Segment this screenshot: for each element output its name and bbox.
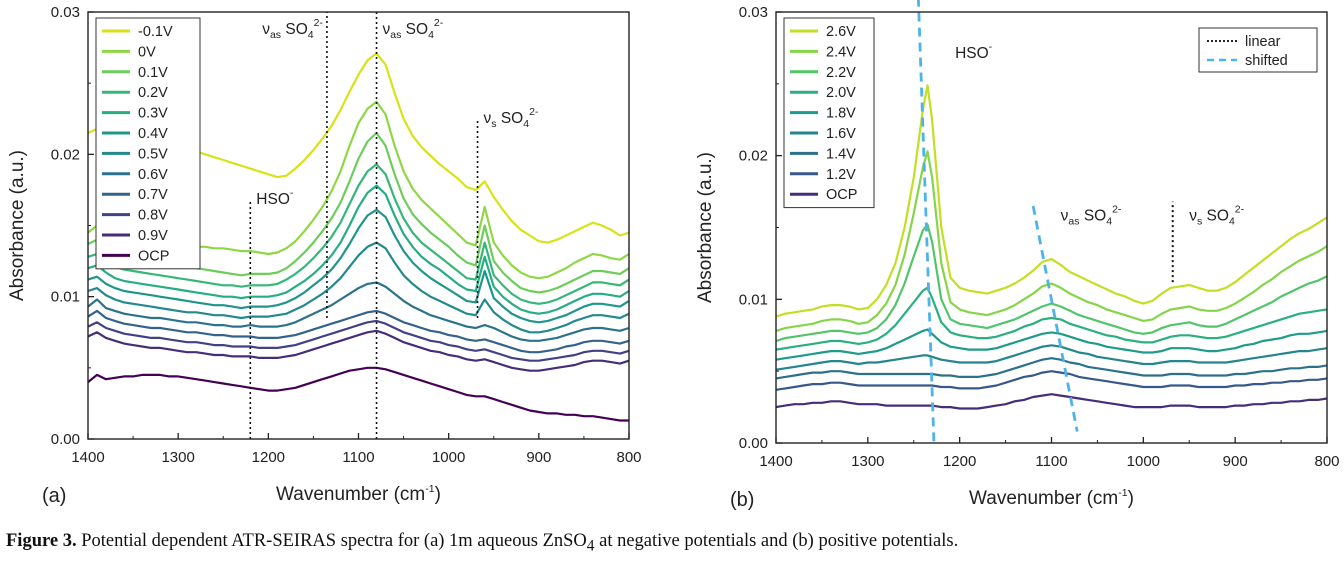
series-group (775, 84, 1328, 410)
series-line-2.4V (775, 150, 1328, 332)
y-axis-label: Absorbance (a.u.) (7, 150, 28, 301)
series-line-0.2V (87, 163, 630, 305)
caption-text-end: at negative potentials and (b) positive … (594, 531, 959, 551)
series-line-2.0V (775, 286, 1328, 351)
x-tick-label: 1100 (342, 449, 374, 466)
legend-label: 0.3V (138, 106, 168, 122)
x-tick-label: 900 (1223, 453, 1248, 470)
series-line-0.8V (87, 319, 630, 362)
shifted-line-0 (917, 0, 936, 444)
legend-label: 1.4V (826, 146, 856, 162)
legend-label: 0V (138, 44, 156, 60)
x-tick-label: 1200 (252, 449, 285, 466)
line-style-label: linear (1245, 34, 1281, 50)
line-style-label: shifted (1245, 53, 1288, 69)
caption-text: Potential dependent ATR-SEIRAS spectra f… (81, 531, 587, 551)
series-line-OCP (87, 366, 629, 422)
series-line-1.6V (775, 344, 1328, 371)
series-line-0.5V (87, 241, 630, 334)
panel-a-chart: 1400 1300 1200 1100 1000 900 800 0.00 0.01 0.02 0.… (7, 4, 642, 507)
peak-annotation-1: νas SO42- (1061, 203, 1122, 227)
legend-label: OCP (138, 248, 169, 264)
peak-annotation-2: νs SO42- (1189, 203, 1244, 227)
legend-box (95, 17, 201, 270)
series-line-2.6V (775, 84, 1328, 318)
line-style-legend-box (1198, 27, 1318, 73)
legend-label: 0.8V (138, 208, 168, 224)
y-tick-label: 0.01 (51, 289, 80, 306)
peak-annotation-0: HSO- (256, 187, 294, 208)
y-axis-label: Absorbance (a.u.) (695, 152, 716, 303)
x-tick-label: 1000 (432, 449, 465, 466)
series-line-OCP (775, 393, 1328, 410)
legend-label: 2.2V (826, 65, 856, 81)
y-tick-label: 0.02 (51, 146, 80, 163)
y-tick-label: 0.01 (739, 291, 768, 308)
legend-label: 1.2V (826, 167, 856, 183)
x-tick-label: 1300 (161, 449, 194, 466)
legend-label: 0.1V (138, 65, 168, 81)
x-axis-label: Wavenumber (cm-1) (276, 483, 441, 505)
legend-label: 0.2V (138, 85, 168, 101)
y-tick-label: 0.02 (739, 148, 768, 165)
y-tick-label: 0.03 (51, 4, 80, 21)
caption-label: Figure 3. (6, 531, 77, 551)
x-axis-label: Wavenumber (cm-1) (969, 487, 1134, 509)
series-line-0.4V (87, 208, 630, 324)
x-tick-label: 1300 (851, 453, 884, 470)
panel-b-chart: 1400 1300 1200 1100 1000 900 800 0.00 0.01 0.02 0.… (695, 0, 1340, 511)
series-line-0.3V (87, 184, 630, 315)
y-tick-label: 0.00 (51, 431, 80, 448)
x-tick-label: 1200 (943, 453, 976, 470)
legend-label: 2.0V (826, 85, 856, 101)
legend-label: 0.9V (138, 228, 168, 244)
shifted-line-1 (1031, 205, 1079, 432)
y-tick-label: 0.03 (739, 4, 768, 21)
x-tick-label: 900 (526, 449, 551, 466)
x-tick-label: 1100 (1035, 453, 1067, 470)
x-tick-label: 1400 (71, 449, 104, 466)
series-line-0.6V (87, 281, 630, 342)
series-line-1.2V (775, 370, 1328, 391)
peak-annotation-0: HSO- (955, 41, 993, 62)
series-line-1.8V (775, 328, 1328, 361)
legend-label: 0.6V (138, 167, 168, 183)
legend-label: OCP (826, 187, 857, 203)
x-tick-label: 1000 (1127, 453, 1160, 470)
series-line-2.2V (775, 223, 1328, 343)
caption-subscript: 4 (586, 537, 595, 555)
legend-label: 0.5V (138, 146, 168, 162)
peak-annotation-1: νas SO42- (262, 17, 323, 41)
legend-label: 2.6V (826, 24, 856, 40)
legend-label: 2.4V (826, 44, 856, 60)
y-tick-label: 0.00 (739, 435, 768, 452)
peak-annotation-3: νs SO42- (484, 106, 539, 130)
legend-label: 0.7V (138, 187, 168, 203)
legend-label: 1.6V (826, 126, 856, 142)
series-line-0.9V (87, 329, 630, 372)
series-line-1.4V (775, 357, 1328, 380)
peak-annotation-2: νas SO42- (383, 17, 444, 41)
legend-label: 0.4V (138, 126, 168, 142)
legend-label: -0.1V (138, 24, 173, 40)
x-tick-label: 1400 (759, 453, 792, 470)
legend-label: 1.8V (826, 106, 856, 122)
figure-caption: Figure 3. Potential dependent ATR-SEIRAS… (6, 531, 1336, 556)
panel-label: (b) (730, 489, 754, 511)
series-line-0.7V (87, 309, 630, 354)
x-tick-label: 800 (616, 449, 641, 466)
x-tick-label: 800 (1314, 453, 1339, 470)
panel-label: (a) (42, 485, 66, 507)
